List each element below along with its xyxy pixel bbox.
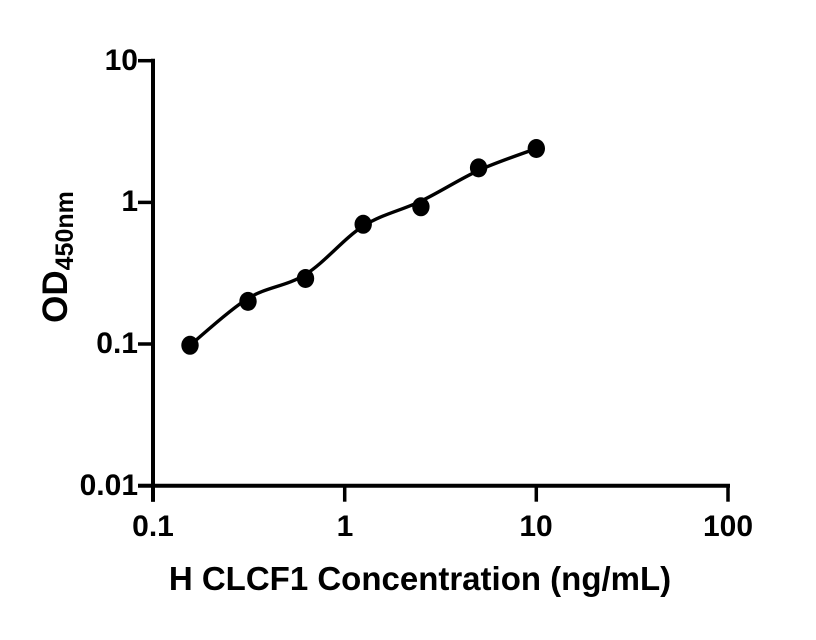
data-point xyxy=(296,269,315,288)
x-tick-label: 10 xyxy=(519,510,553,543)
data-point xyxy=(412,197,430,217)
y-tick-label: 10 xyxy=(104,44,138,77)
x-axis-title: H CLCF1 Concentration (ng/mL) xyxy=(168,560,672,597)
x-tick-label: 0.1 xyxy=(132,510,174,543)
data-point xyxy=(527,139,545,158)
y-tick-label: 0.1 xyxy=(96,327,138,360)
data-point xyxy=(239,291,257,311)
data-point xyxy=(354,214,372,234)
x-tick-label: 1 xyxy=(336,510,354,543)
y-axis-title-main: OD xyxy=(36,270,75,323)
data-point xyxy=(469,158,488,178)
data-point xyxy=(181,335,199,355)
fit-curve xyxy=(188,146,538,347)
y-tick-label: 1 xyxy=(121,185,138,218)
x-tick-label: 100 xyxy=(702,510,754,543)
y-tick-label: 0.01 xyxy=(79,469,138,502)
